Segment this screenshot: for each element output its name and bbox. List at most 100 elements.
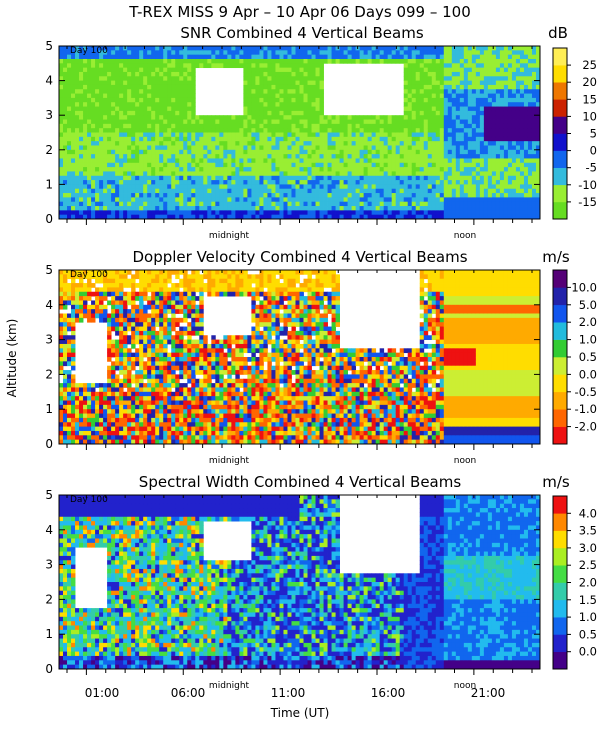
heatmap-cell [311, 171, 316, 177]
heatmap-cell [151, 123, 156, 129]
heatmap-cell [439, 145, 445, 151]
heatmap-cell [491, 115, 497, 120]
heatmap-cell [71, 274, 76, 280]
heatmap-cell [279, 128, 284, 133]
heatmap-cell [503, 206, 509, 211]
heatmap-cell [103, 63, 108, 69]
heatmap-cell [203, 188, 208, 194]
heatmap-cell [67, 352, 72, 358]
heatmap-cell [235, 197, 240, 203]
heatmap-cell [291, 106, 296, 112]
heatmap-cell [115, 115, 120, 120]
heatmap-cell [111, 391, 116, 397]
heatmap-cell [287, 180, 292, 185]
heatmap-cell [371, 214, 377, 220]
heatmap-cell [171, 184, 176, 190]
heatmap-cell [119, 67, 124, 73]
heatmap-cell [175, 63, 180, 69]
heatmap-cell [239, 201, 244, 207]
heatmap-cell [235, 145, 240, 151]
heatmap-cell [147, 76, 152, 82]
heatmap-cell [79, 80, 84, 86]
heatmap-cell [455, 110, 461, 116]
heatmap-cell [59, 89, 64, 94]
heatmap-cell [71, 50, 76, 56]
heatmap-cell [511, 89, 517, 94]
heatmap-cell [123, 97, 128, 103]
heatmap-cell [63, 115, 68, 120]
heatmap-cell [155, 54, 160, 60]
heatmap-cell [159, 50, 164, 56]
heatmap-cell [383, 188, 389, 194]
heatmap-cell [99, 136, 104, 142]
heatmap-cell [299, 197, 304, 203]
heatmap-cell [463, 115, 469, 120]
heatmap-cell [119, 158, 124, 164]
heatmap-cell [519, 145, 525, 151]
heatmap-cell [171, 84, 176, 90]
heatmap-cell [423, 154, 429, 159]
heatmap-cell [107, 300, 112, 306]
heatmap-cell [467, 201, 473, 207]
heatmap-cell [79, 89, 84, 94]
heatmap-cell [299, 149, 304, 155]
heatmap-cell [139, 136, 144, 142]
heatmap-cell [383, 119, 389, 125]
heatmap-cell [67, 171, 72, 177]
heatmap-cell [99, 274, 104, 280]
heatmap-cell [143, 141, 148, 146]
heatmap-cell [195, 197, 200, 203]
heatmap-cell [183, 175, 188, 181]
heatmap-cell [443, 71, 449, 77]
heatmap-cell [455, 158, 461, 164]
heatmap-cell [71, 76, 76, 82]
heatmap-cell [351, 132, 357, 138]
heatmap-cell [459, 201, 465, 207]
heatmap-cell [131, 154, 136, 159]
heatmap-cell [103, 291, 108, 297]
heatmap-cell [279, 206, 284, 211]
heatmap-cell [67, 115, 72, 120]
heatmap-cell [263, 58, 268, 64]
heatmap-cell [67, 270, 72, 275]
heatmap-cell [467, 50, 473, 56]
heatmap-cell [283, 97, 288, 103]
heatmap-cell [463, 175, 469, 181]
heatmap-cell [271, 128, 276, 133]
heatmap-cell [199, 210, 204, 216]
heatmap-cell [227, 54, 232, 60]
heatmap-cell [311, 188, 316, 194]
heatmap-cell [119, 184, 124, 190]
heatmap-cell [195, 54, 200, 60]
heatmap-cell [75, 313, 80, 319]
heatmap-cell [63, 58, 68, 64]
heatmap-cell [87, 383, 92, 388]
heatmap-cell [263, 89, 268, 94]
heatmap-cell [455, 162, 461, 168]
heatmap-cell [479, 84, 485, 90]
heatmap-cell [503, 89, 509, 94]
heatmap-cell [199, 214, 204, 220]
heatmap-cell [243, 193, 248, 198]
heatmap-cell [107, 180, 112, 185]
heatmap-cell [207, 128, 212, 133]
heatmap-cell [535, 214, 541, 220]
heatmap-cell [487, 84, 493, 90]
heatmap-cell [227, 136, 232, 142]
heatmap-cell [119, 123, 124, 129]
heatmap-cell [411, 97, 417, 103]
heatmap-cell [503, 63, 509, 69]
heatmap-cell [395, 171, 401, 177]
heatmap-cell [311, 50, 316, 56]
heatmap-cell [391, 158, 397, 164]
heatmap-cell [95, 97, 100, 103]
heatmap-cell [215, 206, 220, 211]
heatmap-cell [155, 84, 160, 90]
heatmap-cell [335, 115, 340, 120]
heatmap-cell [507, 58, 513, 64]
heatmap-cell [135, 80, 140, 86]
heatmap-cell [87, 119, 92, 125]
heatmap-cell [459, 188, 465, 194]
heatmap-cell [295, 141, 300, 146]
heatmap-cell [283, 167, 288, 172]
